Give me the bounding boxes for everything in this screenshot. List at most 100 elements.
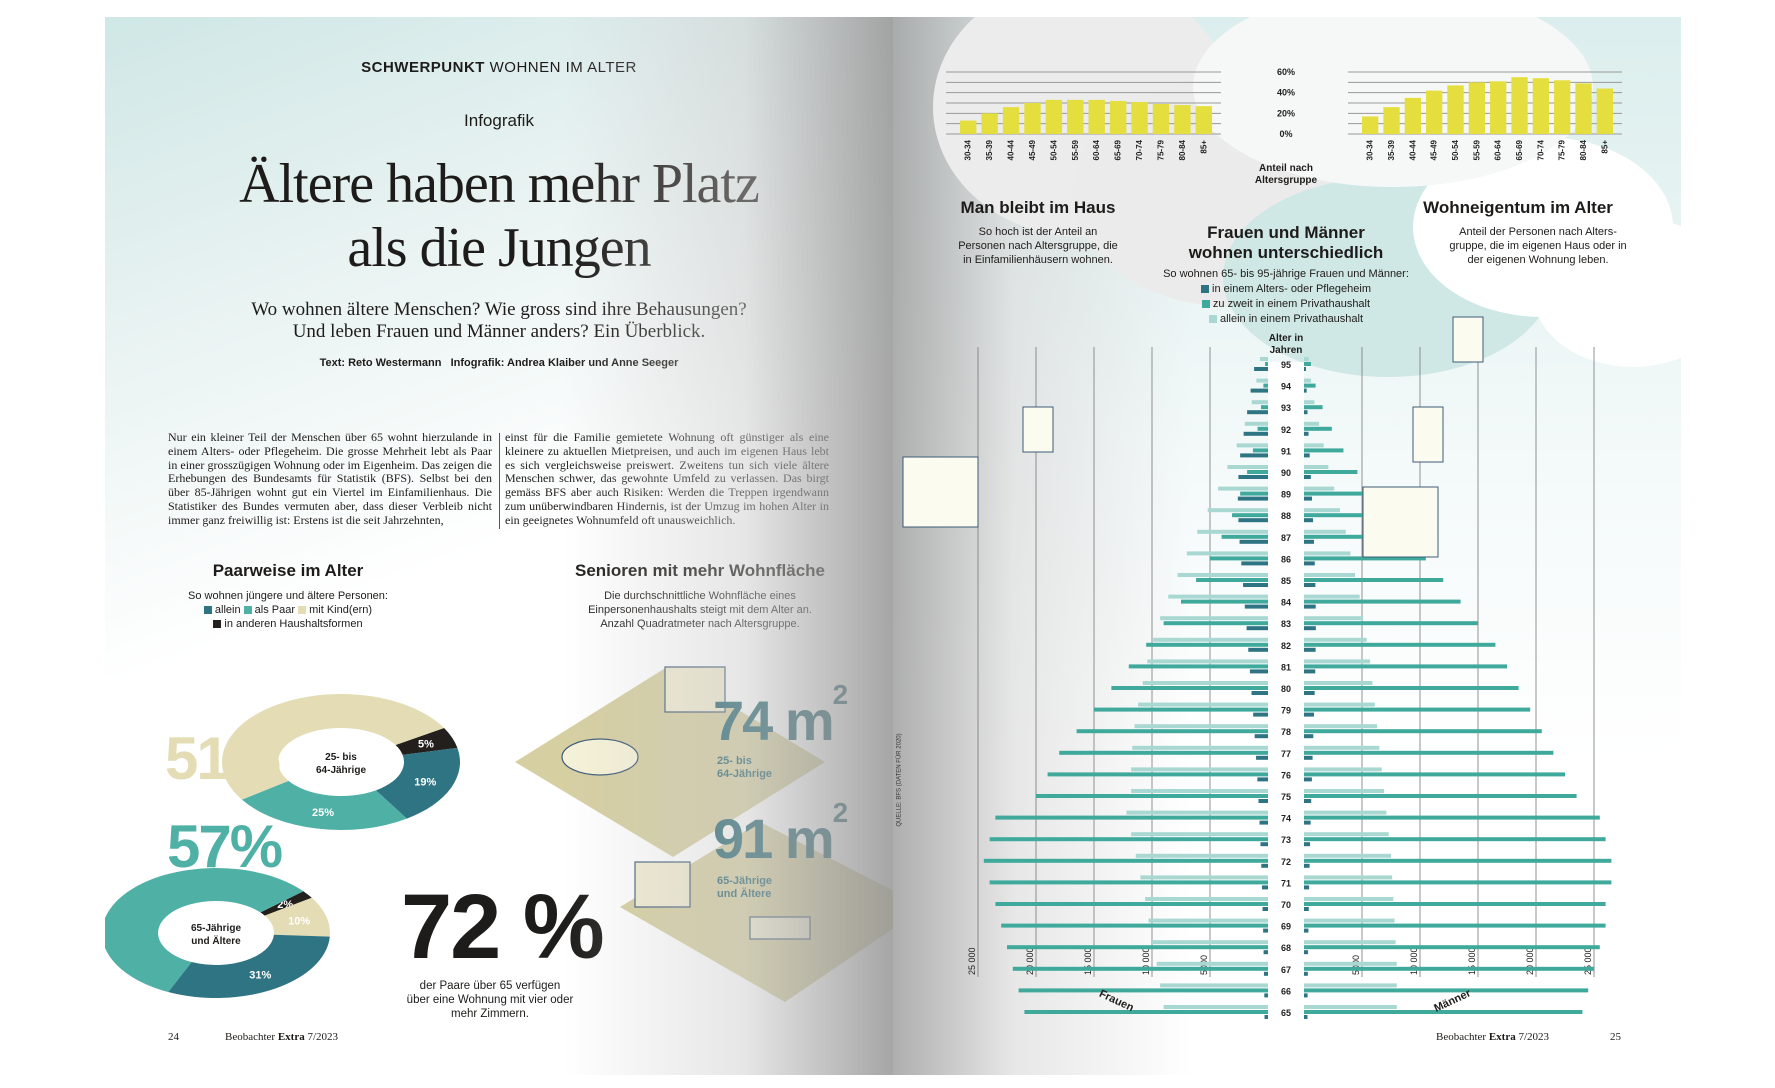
pyramid-bar-frauen-allein	[1218, 486, 1268, 491]
pyramid-bar-maenner-zu-zweit	[1304, 534, 1409, 539]
pyramid-bar-maenner-heim	[1304, 885, 1310, 890]
pyramid-bar-maenner-heim	[1304, 691, 1315, 695]
age-label: 81	[1281, 662, 1291, 672]
pyramid-bar-frauen-allein	[1145, 897, 1268, 901]
bar-category-label: 35-39	[985, 139, 994, 160]
pyramid-xtick-label: 15 000	[1083, 947, 1093, 975]
pyramid-xtick-label: 20 000	[1525, 947, 1535, 975]
pyramid-bar-maenner-allein	[1304, 400, 1315, 405]
legend-item-zu-zweit: zu zweit in einem Privathaushalt	[1146, 297, 1426, 312]
pyramid-bar-maenner-zu-zweit	[1304, 729, 1542, 734]
page-number-left: 24	[168, 1031, 179, 1043]
age-label: 73	[1281, 835, 1291, 845]
pyramid-bar-maenner-heim	[1304, 410, 1308, 415]
pyramid-bar-frauen-heim	[1243, 431, 1268, 436]
pyramid-bar-frauen-heim	[1254, 734, 1268, 739]
label-line: Altersgruppe	[1254, 175, 1318, 186]
pyramid-xtick-label: 25 000	[1583, 947, 1593, 975]
right-page-charts: 30-34 35-39 40-44 45-49 50-54 55-59 60-64 65-69…	[902, 67, 1622, 1027]
pyramid-bar-frauen-heim	[1240, 453, 1268, 458]
subtitle: Wo wohnen ältere Menschen? Wie gross sin…	[105, 299, 893, 343]
ytick-label: 40%	[1277, 88, 1295, 98]
mag-bold: Extra	[1488, 1031, 1516, 1043]
age-label: 71	[1281, 878, 1291, 888]
pyramid-bar-maenner-allein	[1304, 486, 1335, 491]
slice-label: 25%	[312, 807, 334, 819]
pyramid-bar-frauen-zu-zweit	[1059, 750, 1268, 755]
pyramid-bar-maenner-allein	[1304, 443, 1324, 448]
pyramid-bar-frauen-zu-zweit	[1024, 1010, 1268, 1014]
donut-center-label: 65-Jährige	[191, 923, 241, 934]
pyramid-bar-frauen-heim	[1239, 539, 1268, 544]
bar	[1490, 81, 1507, 134]
article-column-1: Nur ein kleiner Teil der Menschen über 6…	[168, 430, 492, 527]
bar	[1554, 80, 1571, 134]
legend-item-heim: in einem Alters- oder Pflegeheim	[1146, 282, 1426, 297]
pyramid-bar-maenner-allein	[1304, 616, 1364, 621]
pyramid-bar-frauen-heim	[1263, 950, 1268, 955]
pyramid-bar-maenner-zu-zweit	[1304, 448, 1344, 453]
floor-young-illustration	[515, 667, 825, 857]
pyramid-bar-frauen-allein	[1236, 443, 1268, 448]
pyramid-bar-frauen-zu-zweit	[1018, 988, 1268, 993]
pyramid-bar-maenner-allein	[1304, 378, 1311, 383]
pyramid-bar-frauen-allein	[1138, 702, 1268, 707]
pyramid-bar-frauen-zu-zweit	[1210, 556, 1268, 561]
pyramid-bar-maenner-allein	[1304, 421, 1320, 426]
bar-category-label: 85+	[1600, 140, 1609, 154]
column-divider	[499, 433, 500, 529]
page-number-right: 25	[1610, 1031, 1621, 1043]
pyramid-bar-maenner-zu-zweit	[1304, 988, 1589, 993]
section-kicker: SCHWERPUNKT WOHNEN IM ALTER	[105, 59, 893, 76]
bar-category-label: 85+	[1199, 140, 1208, 154]
pyramid-bar-frauen-zu-zweit	[995, 902, 1268, 906]
pyramid-bar-frauen-zu-zweit	[1247, 470, 1268, 474]
pyramid-bar-maenner-heim	[1304, 561, 1315, 566]
bar-category-label: 50-54	[1451, 139, 1460, 160]
age-label: 67	[1281, 965, 1291, 975]
pyramid-bar-frauen-allein	[1256, 378, 1268, 383]
pyramid-bar-maenner-zu-zweit	[1304, 945, 1600, 950]
area-old-label: 65-Jährige und Ältere	[717, 875, 772, 901]
label-line: 65-Jährige	[717, 875, 773, 887]
swatch-heim	[1201, 285, 1210, 293]
legend-label: allein	[214, 604, 241, 616]
pyramid-bar-frauen-allein	[1131, 832, 1268, 837]
legend-label: in einem Alters- oder Pflegeheim	[1212, 283, 1371, 295]
pyramid-bar-frauen-heim	[1250, 388, 1268, 393]
pyramid-bar-frauen-allein	[1227, 465, 1268, 469]
article-column-2: einst für die Familie gemietete Wohnung …	[505, 430, 829, 527]
pyramid-bar-maenner-zu-zweit	[1304, 750, 1554, 755]
pyramid-bar-maenner-heim	[1304, 712, 1314, 717]
bar-category-label: 80-84	[1178, 139, 1187, 160]
pyramid-bar-frauen-zu-zweit	[1196, 578, 1268, 582]
pyramid-bar-maenner-allein	[1304, 875, 1393, 880]
legend-item-allein: allein	[203, 604, 241, 616]
pyramid-bar-maenner-heim	[1304, 842, 1311, 847]
pyramid-bar-maenner-zu-zweit	[1304, 642, 1496, 647]
pyramid-bar-maenner-zu-zweit	[1304, 405, 1323, 410]
pyramid-bar-frauen-heim	[1237, 496, 1268, 501]
age-label: 93	[1281, 403, 1291, 413]
pyramid-bar-frauen-allein	[1153, 637, 1268, 642]
unit-sup: 2	[832, 797, 849, 828]
stat-72-value: 72 %	[401, 876, 605, 978]
label-line: und Ältere	[717, 888, 772, 900]
pyramid-bar-maenner-allein	[1304, 637, 1367, 642]
coffee-table-illustration	[749, 916, 811, 940]
donut-slice	[222, 694, 445, 800]
source-note: QUELLE: BFS (DATEN FÜR 2020)	[896, 733, 903, 827]
age-label: 78	[1281, 727, 1291, 737]
bar	[960, 120, 977, 134]
donut-charts: 5%19%25%25- bis64-Jährige2%10%31%65-Jähr…	[105, 694, 460, 999]
ytick-label: 60%	[1277, 67, 1295, 77]
bar	[1404, 97, 1421, 134]
pyramid-bar-frauen-zu-zweit	[995, 815, 1268, 820]
pyramid-bar-maenner-heim	[1304, 993, 1308, 998]
age-label: 76	[1281, 770, 1291, 780]
pyramid-bar-maenner-zu-zweit	[1304, 880, 1612, 885]
bar-category-label: 80-84	[1579, 139, 1588, 160]
window-illustration	[1362, 486, 1439, 558]
caption-line: mehr Zimmern.	[451, 1008, 529, 1020]
pyramid-bar-maenner-zu-zweit	[1304, 621, 1478, 626]
